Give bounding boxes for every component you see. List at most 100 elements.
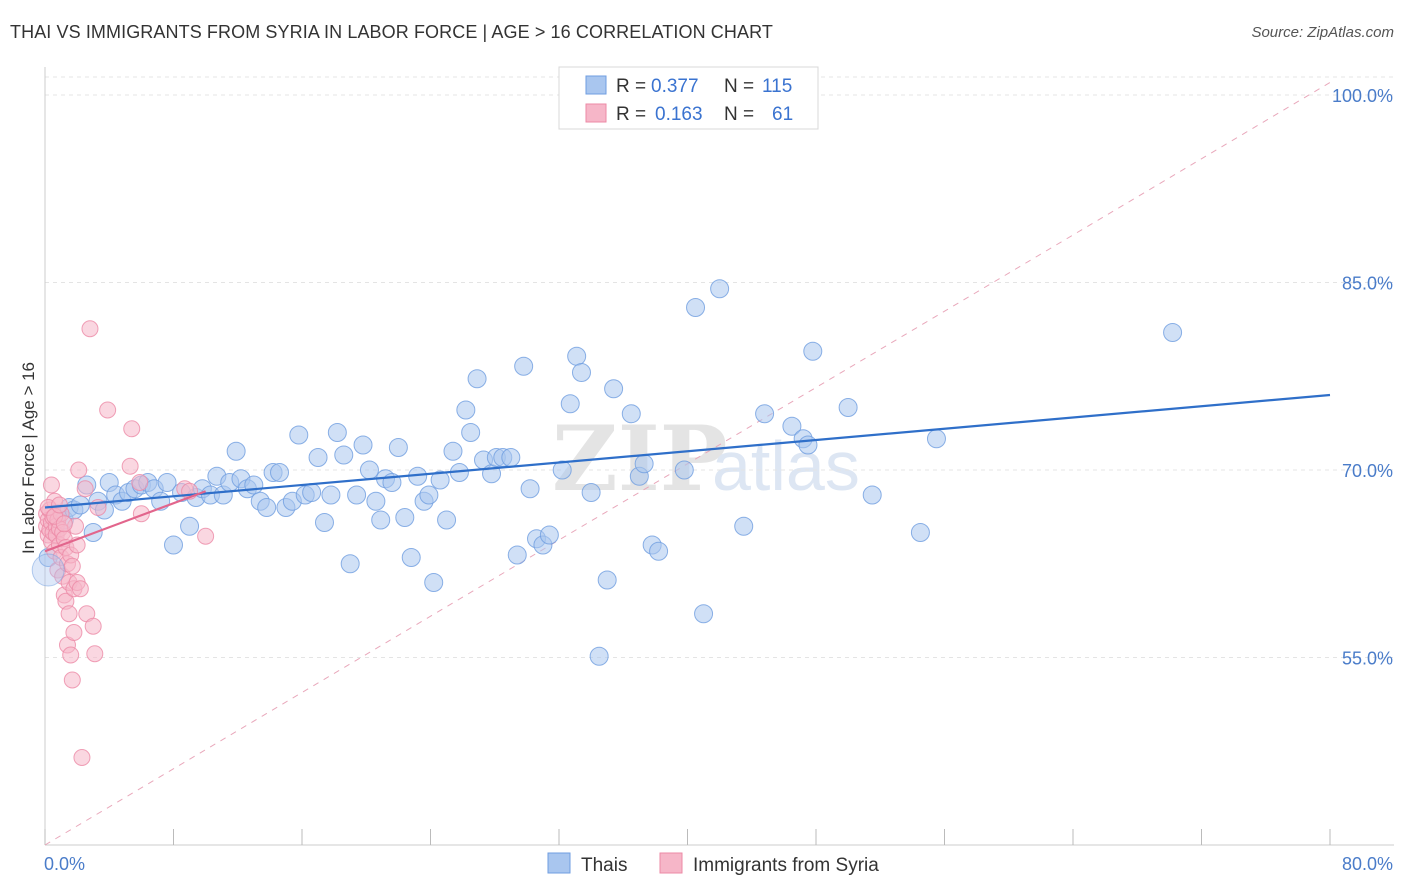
watermark-atlas: atlas <box>712 427 860 505</box>
syria-point <box>71 580 89 598</box>
thais-point <box>424 573 444 592</box>
thais-point <box>302 483 322 502</box>
legend-r-label-syria: R = <box>616 104 646 125</box>
thais-point <box>226 441 246 461</box>
thais-point <box>31 553 65 587</box>
series-legend-swatch-thais <box>547 852 571 874</box>
thais-point <box>507 545 527 565</box>
legend-r-value-thais: 0.377 <box>651 76 699 97</box>
thais-point <box>514 356 534 376</box>
syria-point <box>63 671 81 689</box>
syria-point <box>60 605 78 623</box>
thais-point <box>164 535 183 555</box>
thais-point <box>437 510 457 530</box>
thais-point <box>634 454 654 474</box>
thais-point <box>419 485 439 505</box>
thais-point <box>782 416 802 436</box>
thais-point <box>467 369 487 389</box>
thais-point <box>710 279 730 299</box>
thais-point <box>340 554 360 574</box>
thais-point <box>456 400 476 420</box>
thais-point <box>1163 323 1183 342</box>
legend-n-label-syria: N = <box>724 104 754 125</box>
thais-point <box>674 460 694 480</box>
thais-point <box>430 470 450 490</box>
syria-trend-line <box>44 490 207 553</box>
thais-point <box>461 423 481 442</box>
thais-point <box>567 346 587 366</box>
y-tick-label: 70.0% <box>1342 461 1393 481</box>
syria-point <box>42 476 60 494</box>
stats-legend: R = 0.377 N = 115 R = 0.163 N = 61 <box>558 66 819 130</box>
legend-r-label-thais: R = <box>616 76 646 97</box>
thais-point <box>289 425 309 445</box>
thais-point <box>694 604 714 624</box>
series-legend-label-thais: Thais <box>581 855 627 876</box>
thais-point <box>798 435 818 455</box>
thais-point <box>371 510 391 530</box>
thais-point <box>401 548 421 567</box>
syria-point <box>70 461 88 479</box>
chart-title: THAI VS IMMIGRANTS FROM SYRIA IN LABOR F… <box>10 22 773 42</box>
syria-point <box>65 624 83 641</box>
x-tick-label: 80.0% <box>1342 854 1393 874</box>
thais-point <box>157 473 177 492</box>
thais-point <box>244 475 264 495</box>
legend-swatch-thais <box>585 75 607 95</box>
axes <box>44 67 1394 846</box>
tick-labels: 55.0% 70.0% 85.0% 100.0% 0.0% 80.0% <box>44 86 1393 874</box>
legend-n-value-syria: 61 <box>772 104 793 125</box>
thais-point <box>560 394 580 414</box>
thais-point <box>270 463 290 482</box>
thais-point <box>755 404 775 424</box>
y-tick-label: 85.0% <box>1342 274 1393 294</box>
series-legend-swatch-syria <box>659 852 683 874</box>
thais-point <box>604 379 624 399</box>
source-attribution: Source: ZipAtlas.com <box>1251 24 1394 41</box>
series-legend-label-syria: Immigrants from Syria <box>693 855 879 876</box>
thais-point <box>649 541 669 561</box>
thais-point <box>552 460 572 480</box>
thais-point <box>366 491 386 511</box>
syria-point <box>55 515 73 533</box>
thais-point <box>926 429 946 449</box>
thais-point <box>347 485 367 505</box>
thais-point <box>314 513 334 532</box>
trend-lines <box>44 393 1331 553</box>
syria-point <box>86 645 104 663</box>
thais-point <box>862 485 882 505</box>
thais-point <box>388 438 408 457</box>
thais-point <box>581 483 601 502</box>
thais-point <box>539 525 559 545</box>
thais-point <box>443 441 463 461</box>
legend-n-value-thais: 115 <box>762 76 792 97</box>
thais-trend-line <box>44 393 1331 509</box>
syria-point <box>73 749 91 766</box>
thais-point <box>257 498 277 517</box>
thais-point <box>327 423 347 442</box>
syria-point <box>84 617 102 635</box>
thais-point <box>180 516 200 536</box>
syria-point <box>123 420 141 438</box>
y-tick-label: 100.0% <box>1332 86 1393 106</box>
thais-point <box>803 341 823 361</box>
syria-point <box>76 480 94 498</box>
syria-point <box>62 646 80 664</box>
thais-point <box>734 516 754 536</box>
thais-point <box>838 398 858 417</box>
thais-point <box>308 448 328 467</box>
series-legend: Thais Immigrants from Syria <box>547 852 879 876</box>
thais-point <box>621 404 641 424</box>
thais-point <box>359 460 379 480</box>
thais-point <box>395 508 415 527</box>
syria-point <box>81 320 99 338</box>
thais-point <box>686 298 706 317</box>
y-axis-title: In Labor Force | Age > 16 <box>19 362 38 554</box>
thais-point <box>321 485 341 505</box>
legend-swatch-syria <box>585 103 607 123</box>
syria-point <box>131 474 149 491</box>
data-points <box>31 279 1183 766</box>
thais-point <box>520 479 540 499</box>
thais-point <box>571 363 591 382</box>
thais-point <box>501 448 521 467</box>
